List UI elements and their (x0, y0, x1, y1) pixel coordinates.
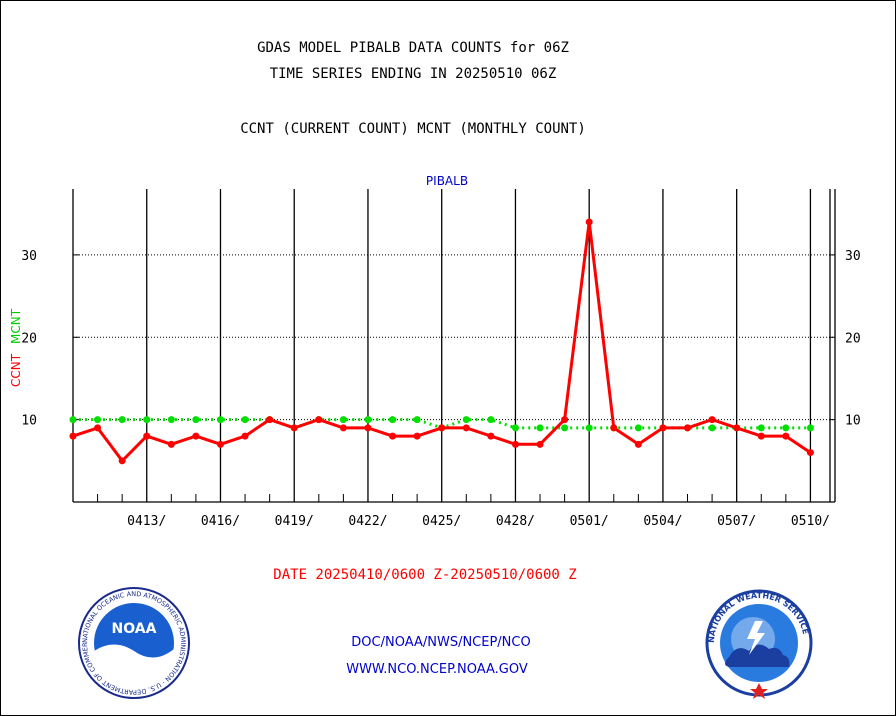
footer-link-nco-website[interactable]: WWW.NCO.NCEP.NOAA.GOV (346, 662, 528, 677)
data-point-mcnt (561, 424, 569, 432)
x-tick-label: 0510/ (791, 514, 830, 529)
data-point-ccnt (659, 424, 667, 432)
data-point-ccnt (192, 432, 200, 440)
data-point-ccnt (806, 449, 814, 457)
y-axis-label-mcnt: MCNT (9, 308, 23, 344)
data-point-ccnt (413, 432, 421, 440)
data-point-mcnt (782, 424, 790, 432)
data-point-ccnt (462, 424, 470, 432)
x-tick-label: 0501/ (570, 514, 609, 529)
y-tick-label-right: 20 (845, 331, 861, 346)
data-point-ccnt (438, 424, 446, 432)
panel-label: PIBALB (426, 174, 468, 188)
data-point-mcnt (757, 424, 765, 432)
data-point-ccnt (94, 424, 102, 432)
axes (72, 189, 836, 503)
data-point-mcnt (69, 416, 77, 424)
data-point-ccnt (216, 440, 224, 448)
data-point-mcnt (708, 424, 716, 432)
footer-link-doc-noaa[interactable]: DOC/NOAA/NWS/NCEP/NCO (351, 635, 530, 650)
data-point-ccnt (118, 457, 126, 465)
data-point-ccnt (511, 440, 519, 448)
nws-logo: NATIONAL WEATHER SERVICE (705, 589, 813, 699)
data-point-ccnt (315, 416, 323, 424)
x-tick-label: 0428/ (496, 514, 535, 529)
tick-labels: 10 10 20 20 30 30 0413/0416/0419/0422/0425/042… (21, 249, 860, 529)
data-point-ccnt (389, 432, 397, 440)
chart-description: CCNT (CURRENT COUNT) MCNT (MONTHLY COUNT… (240, 121, 586, 137)
data-point-ccnt (290, 424, 298, 432)
data-point-mcnt (339, 416, 347, 424)
data-point-ccnt (782, 432, 790, 440)
data-point-mcnt (167, 416, 175, 424)
noaa-logo: NOAA NATIONAL OCEANIC AND ATMOSPHERIC AD… (78, 587, 190, 699)
x-tick-label: 0422/ (348, 514, 387, 529)
data-point-mcnt (462, 416, 470, 424)
noaa-logo-text: NOAA (112, 621, 157, 637)
y-tick-label-left: 10 (21, 414, 37, 429)
data-point-ccnt (733, 424, 741, 432)
y-tick-label-right: 10 (845, 414, 861, 429)
data-point-ccnt (69, 432, 77, 440)
data-point-mcnt (192, 416, 200, 424)
data-point-ccnt (487, 432, 495, 440)
x-tick-label: 0416/ (201, 514, 240, 529)
data-point-mcnt (585, 424, 593, 432)
data-point-mcnt (634, 424, 642, 432)
x-tick-label: 0504/ (643, 514, 682, 529)
data-point-ccnt (536, 440, 544, 448)
series (69, 218, 814, 465)
data-point-ccnt (561, 416, 569, 424)
data-point-ccnt (684, 424, 692, 432)
data-point-ccnt (708, 416, 716, 424)
y-axis-label-ccnt: CCNT (9, 353, 23, 387)
x-tick-label: 0507/ (717, 514, 756, 529)
chart-subtitle: TIME SERIES ENDING IN 20250510 06Z (270, 66, 557, 82)
data-point-ccnt (143, 432, 151, 440)
data-point-mcnt (487, 416, 495, 424)
data-point-ccnt (266, 416, 274, 424)
x-axis-label: DATE 20250410/0600 Z-20250510/0600 Z (273, 567, 576, 583)
data-point-ccnt (241, 432, 249, 440)
data-point-mcnt (216, 416, 224, 424)
data-point-ccnt (634, 440, 642, 448)
data-point-mcnt (389, 416, 397, 424)
chart-title: GDAS MODEL PIBALB DATA COUNTS for 06Z (257, 40, 569, 56)
x-tick-label: 0413/ (127, 514, 166, 529)
x-tick-label: 0419/ (275, 514, 314, 529)
data-point-mcnt (806, 424, 814, 432)
data-point-ccnt (364, 424, 372, 432)
data-point-mcnt (241, 416, 249, 424)
data-point-mcnt (143, 416, 151, 424)
data-point-mcnt (511, 424, 519, 432)
data-point-mcnt (364, 416, 372, 424)
data-point-mcnt (413, 416, 421, 424)
x-tick-label: 0425/ (422, 514, 461, 529)
grid (73, 189, 835, 502)
y-tick-label-left: 20 (21, 331, 37, 346)
y-tick-label-right: 30 (845, 249, 861, 264)
data-point-ccnt (610, 424, 618, 432)
data-point-ccnt (167, 440, 175, 448)
y-tick-label-left: 30 (21, 249, 37, 264)
data-point-mcnt (118, 416, 126, 424)
data-point-mcnt (94, 416, 102, 424)
data-point-ccnt (339, 424, 347, 432)
data-point-ccnt (757, 432, 765, 440)
data-point-mcnt (536, 424, 544, 432)
data-point-ccnt (585, 218, 593, 226)
